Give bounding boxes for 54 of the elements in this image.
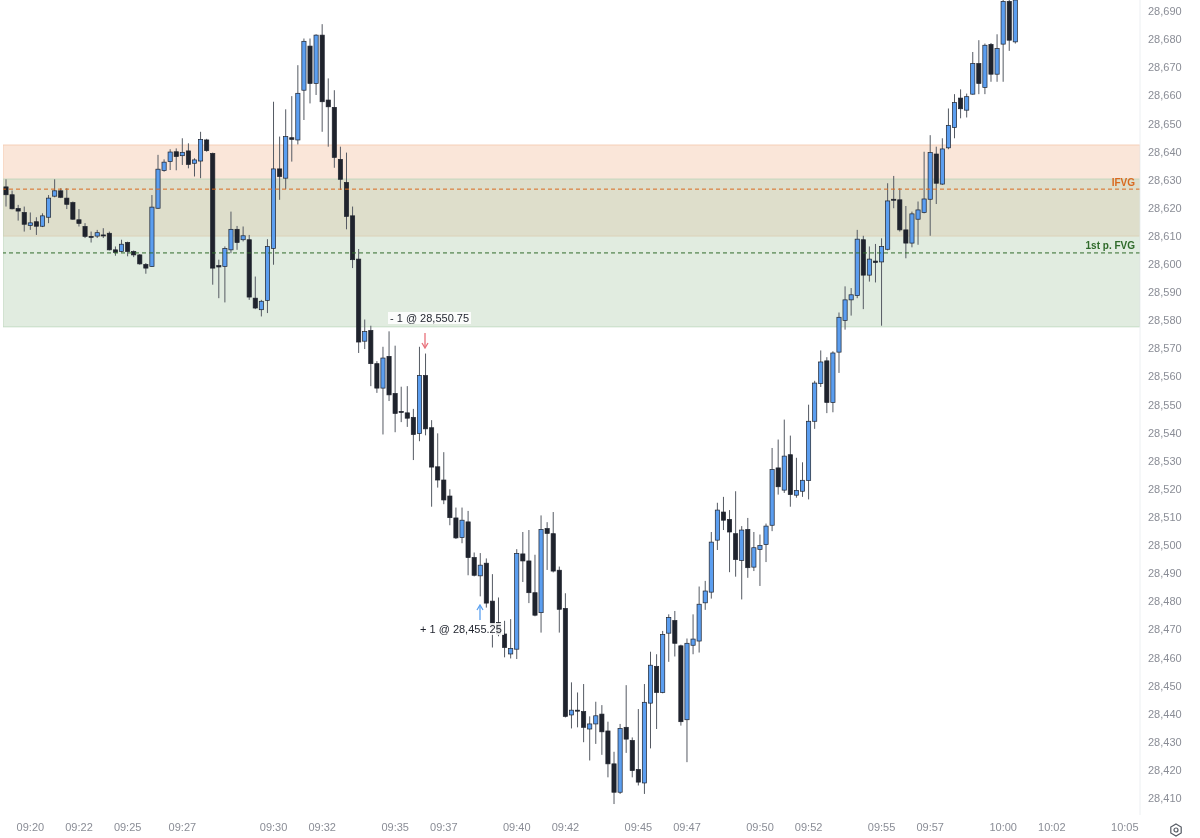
x-tick-label: 09:57 [916,820,944,833]
x-tick-label: 09:40 [503,820,531,833]
x-tick-label: 09:55 [867,820,896,833]
y-tick-label: 28,440 [1148,707,1182,720]
x-tick-label: 09:25 [113,820,142,833]
y-tick-label: 28,500 [1148,539,1182,552]
y-tick-label: 28,690 [1148,5,1182,18]
y-tick-label: 28,550 [1148,398,1182,411]
x-tick-label: 09:30 [259,820,288,833]
y-tick-label: 28,560 [1148,370,1182,383]
x-tick-label: 09:42 [551,820,580,833]
x-tick-label: 10:00 [989,820,1017,833]
y-tick-label: 28,600 [1148,258,1182,271]
ref-line-label: IFVG [1111,176,1136,188]
y-tick-label: 28,450 [1148,679,1182,692]
y-tick-label: 28,510 [1148,511,1182,524]
y-tick-label: 28,530 [1148,454,1182,467]
x-tick-label: 09:32 [308,820,336,833]
x-tick-label: 09:35 [381,820,409,833]
x-tick-label: 09:52 [794,820,823,833]
x-tick-label: 09:47 [673,820,701,833]
x-tick-label: 10:05 [1111,820,1139,833]
annotation: + 1 @ 28,455.25 [418,623,504,635]
x-tick-label: 09:50 [746,820,774,833]
candlestick [502,620,508,658]
y-tick-label: 28,580 [1148,314,1182,327]
y-tick-label: 28,490 [1148,567,1182,580]
y-tick-label: 28,540 [1148,426,1182,439]
ref-line-label: 1st p. FVG [1085,240,1136,252]
y-tick-label: 28,570 [1148,342,1182,355]
y-tick-label: 28,630 [1148,173,1182,186]
x-tick-label: 09:27 [168,820,197,833]
candlestick [337,146,343,191]
x-tick-label: 10:02 [1038,820,1066,833]
y-tick-label: 28,460 [1148,651,1182,664]
y-tick-label: 28,590 [1148,286,1182,299]
y-tick-label: 28,660 [1148,89,1182,102]
y-tick-label: 28,670 [1148,61,1182,74]
y-tick-label: 28,520 [1148,482,1182,495]
y-tick-label: 28,650 [1148,117,1182,130]
y-tick-label: 28,480 [1148,595,1182,608]
y-tick-label: 28,420 [1148,763,1182,776]
x-tick-label: 09:20 [16,820,45,833]
y-tick-label: 28,430 [1148,735,1182,748]
annotation: - 1 @ 28,550.75 [388,312,472,324]
x-tick-label: 09:22 [65,820,93,833]
y-tick-label: 28,620 [1148,201,1182,214]
x-tick-label: 09:37 [430,820,458,833]
y-tick-label: 28,640 [1148,145,1182,158]
y-tick-label: 28,680 [1148,33,1182,46]
x-tick-label: 09:45 [624,820,653,833]
y-tick-label: 28,610 [1148,229,1182,242]
y-tick-label: 28,470 [1148,623,1182,636]
y-tick-label: 28,410 [1148,792,1182,805]
